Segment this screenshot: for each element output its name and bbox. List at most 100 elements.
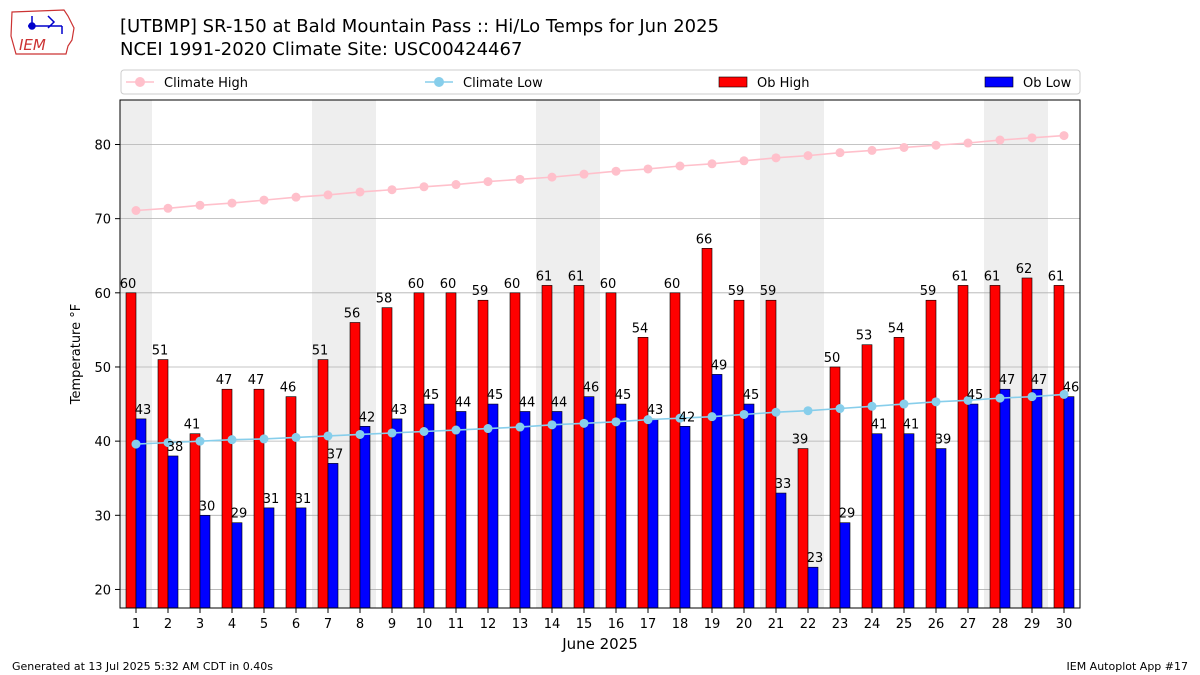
climate-high-point bbox=[387, 185, 397, 195]
climate-low-point bbox=[675, 413, 685, 423]
climate-high-point bbox=[515, 174, 525, 184]
ob-high-value-label: 51 bbox=[312, 344, 329, 359]
ob-high-value-label: 61 bbox=[984, 269, 1001, 284]
ob-low-bar bbox=[807, 566, 819, 609]
x-tick-label: 28 bbox=[992, 617, 1009, 632]
climate-low-point bbox=[163, 438, 173, 448]
ob-high-bar bbox=[445, 292, 457, 609]
climate-low-point bbox=[483, 424, 493, 434]
ob-high-value-label: 60 bbox=[120, 277, 137, 292]
climate-high-point bbox=[259, 195, 269, 205]
ob-low-bar bbox=[999, 388, 1011, 609]
y-tick-label: 80 bbox=[94, 138, 111, 153]
climate-high-point bbox=[195, 200, 205, 210]
climate-high-point bbox=[899, 142, 909, 152]
climate-high-point bbox=[291, 192, 301, 202]
climate-low-point bbox=[643, 415, 653, 425]
x-tick-label: 12 bbox=[480, 617, 497, 632]
x-tick-label: 15 bbox=[576, 617, 593, 632]
climate-low-point bbox=[611, 417, 621, 427]
climate-high-point bbox=[675, 161, 685, 171]
climate-low-point bbox=[419, 426, 429, 436]
climate-high-point bbox=[483, 177, 493, 187]
climate-high-point bbox=[835, 148, 845, 158]
climate-low-point bbox=[739, 409, 749, 419]
ob-high-value-label: 51 bbox=[152, 344, 169, 359]
legend-climate-low-marker bbox=[434, 77, 444, 87]
ob-high-bar bbox=[893, 337, 905, 609]
climate-low-point bbox=[899, 399, 909, 409]
climate-low-point bbox=[931, 397, 941, 407]
ob-high-value-label: 60 bbox=[664, 277, 681, 292]
climate-high-point bbox=[963, 138, 973, 148]
climate-high-point bbox=[867, 145, 877, 155]
x-tick-label: 3 bbox=[196, 617, 204, 632]
ob-high-value-label: 60 bbox=[504, 277, 521, 292]
ob-high-bar bbox=[669, 292, 681, 609]
ob-low-value-label: 47 bbox=[999, 373, 1016, 388]
ob-low-bar bbox=[455, 411, 467, 609]
ob-low-value-label: 42 bbox=[359, 410, 376, 425]
ob-low-bar bbox=[967, 403, 979, 609]
ob-low-bar bbox=[519, 411, 531, 609]
x-tick-label: 7 bbox=[324, 617, 332, 632]
x-tick-label: 18 bbox=[672, 617, 689, 632]
ob-high-value-label: 58 bbox=[376, 292, 393, 307]
ob-high-value-label: 54 bbox=[888, 321, 905, 336]
x-tick-label: 2 bbox=[164, 617, 172, 632]
ob-low-bar bbox=[167, 455, 179, 609]
ob-low-value-label: 44 bbox=[519, 395, 536, 410]
climate-high-line bbox=[135, 134, 1065, 212]
ob-low-value-label: 45 bbox=[615, 388, 632, 403]
ob-low-bar bbox=[647, 418, 659, 609]
y-tick-label: 40 bbox=[94, 435, 111, 450]
ob-high-value-label: 59 bbox=[472, 284, 489, 299]
climate-low-point bbox=[1059, 389, 1069, 399]
ob-high-bar bbox=[637, 337, 649, 609]
climate-high-point bbox=[611, 166, 621, 176]
ob-low-value-label: 43 bbox=[647, 403, 664, 418]
ob-low-value-label: 46 bbox=[1063, 381, 1080, 396]
ob-high-value-label: 39 bbox=[792, 433, 809, 448]
x-axis-label: June 2025 bbox=[561, 635, 638, 653]
legend-ob-low-label: Ob Low bbox=[1023, 76, 1072, 91]
x-tick-label: 25 bbox=[896, 617, 913, 632]
x-tick-label: 5 bbox=[260, 617, 268, 632]
y-tick-label: 50 bbox=[94, 361, 111, 376]
legend-frame bbox=[120, 69, 1081, 95]
legend-ob-low-swatch bbox=[984, 76, 1014, 88]
ob-low-value-label: 43 bbox=[391, 403, 408, 418]
ob-low-value-label: 49 bbox=[711, 358, 728, 373]
climate-low-point bbox=[387, 428, 397, 438]
ob-high-value-label: 60 bbox=[440, 277, 457, 292]
ob-high-bar bbox=[605, 292, 617, 609]
legend-climate-high-marker bbox=[135, 77, 145, 87]
ob-low-bar bbox=[263, 507, 275, 609]
climate-low-point bbox=[867, 401, 877, 411]
ob-high-value-label: 59 bbox=[920, 284, 937, 299]
ob-low-value-label: 41 bbox=[871, 418, 888, 433]
ob-low-bar bbox=[487, 403, 499, 609]
climate-low-point bbox=[131, 439, 141, 449]
ob-high-bar bbox=[413, 292, 425, 609]
climate-high-point bbox=[643, 164, 653, 174]
x-tick-label: 1 bbox=[132, 617, 140, 632]
climate-high-point bbox=[1059, 131, 1069, 141]
ob-low-value-label: 23 bbox=[807, 551, 824, 566]
ob-low-bar bbox=[871, 433, 883, 609]
ob-high-bar bbox=[829, 366, 841, 609]
climate-high-point bbox=[1027, 133, 1037, 143]
climate-low-point bbox=[259, 434, 269, 444]
ob-low-bar bbox=[615, 403, 627, 609]
legend-climate-low-label: Climate Low bbox=[463, 76, 543, 91]
ob-high-value-label: 56 bbox=[344, 306, 361, 321]
climate-low-point bbox=[355, 429, 365, 439]
ob-high-value-label: 59 bbox=[728, 284, 745, 299]
ob-high-value-label: 47 bbox=[216, 373, 233, 388]
ob-high-bar bbox=[1021, 277, 1033, 609]
ob-low-bar bbox=[1031, 388, 1043, 609]
y-tick-label: 70 bbox=[94, 213, 111, 228]
ob-high-bar bbox=[157, 359, 169, 609]
ob-low-bar bbox=[711, 374, 723, 609]
